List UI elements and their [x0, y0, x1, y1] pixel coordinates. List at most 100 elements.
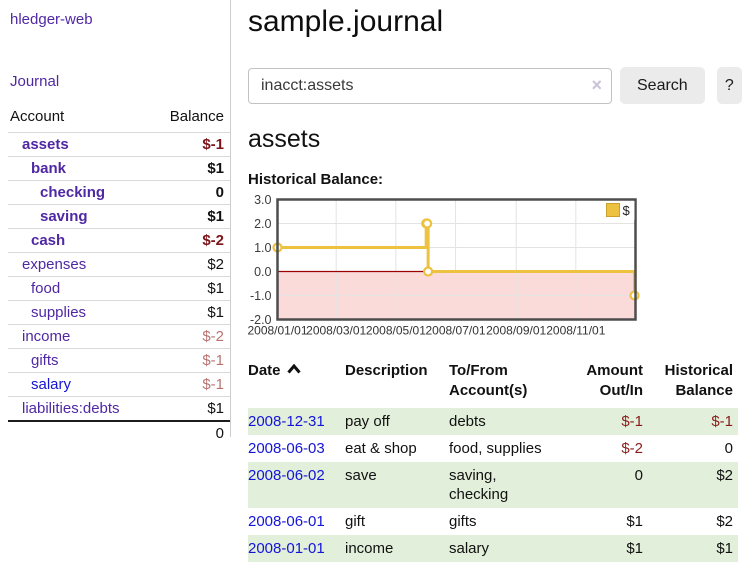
register-col-header-historical: Historical Balance [664, 362, 733, 399]
transaction-date-link[interactable]: 2008-06-01 [248, 513, 325, 530]
accounts-total-row: 0 [8, 420, 230, 445]
chart-xtick-label: 2008/07/01 [425, 324, 485, 338]
register-header-row: Date Description To/From Account(s) Amount … [248, 356, 738, 408]
chevron-up-icon [286, 362, 301, 379]
account-row: expenses $2 [8, 252, 230, 277]
account-balance: $-2 [150, 228, 230, 253]
register-amount: 0 [634, 467, 643, 484]
accounts-header-row: Account Balance [8, 106, 230, 133]
register-table-body: 2008-12-31 pay off debts $-1 $-1 2008-06-03 ea… [248, 408, 738, 562]
register-balance: $-1 [711, 413, 733, 430]
account-link[interactable]: supplies [31, 304, 87, 321]
account-balance: 0 [150, 180, 230, 205]
register-col-header-description: Description [345, 362, 428, 379]
register-balance: $2 [716, 513, 733, 530]
account-row: checking 0 [8, 180, 230, 205]
chart-ytick-label: -2.0 [250, 313, 272, 327]
legend-swatch-icon [606, 203, 620, 217]
app-brand-link[interactable]: hledger-web [10, 11, 93, 28]
accounts-col-balance: Balance [169, 108, 224, 125]
accounts-table: Account Balance assets $-1 bank $1 checking 0… [8, 106, 230, 445]
register-balance: $1 [716, 540, 733, 557]
clear-search-icon[interactable]: × [591, 74, 602, 95]
register-accounts: food, supplies [449, 440, 542, 457]
chart-xtick-label: 2008/11/01 [546, 324, 605, 338]
chart-marker [422, 218, 433, 229]
account-row: assets $-1 [8, 132, 230, 157]
chart-ytick-label: 0.0 [254, 265, 271, 279]
account-link[interactable]: bank [31, 160, 67, 177]
account-row: salary $-1 [8, 372, 230, 397]
chart-ytick-label: 3.0 [254, 193, 271, 207]
register-description: pay off [345, 413, 390, 430]
account-balance: $1 [150, 396, 230, 421]
account-balance: $1 [150, 300, 230, 325]
register-col-header-to-from: To/From Account(s) [449, 362, 528, 399]
register-col-header-date[interactable]: Date [248, 356, 345, 408]
account-row: gifts $-1 [8, 348, 230, 373]
account-row: cash $-2 [8, 228, 230, 253]
sidebar-item-journal[interactable]: Journal [10, 73, 60, 90]
account-link[interactable]: expenses [22, 256, 87, 273]
chart-title: Historical Balance: [248, 171, 384, 188]
chart-xtick-label: 2008/01/01 [247, 324, 307, 338]
register-description: save [345, 467, 377, 484]
account-row: food $1 [8, 276, 230, 301]
chart-xtick-label: 2008/09/01 [486, 324, 546, 338]
register-row: 2008-12-31 pay off debts $-1 $-1 [248, 408, 738, 435]
balance-chart: $3.0 2.0 1.0 0.0 -1.0 -2.02008/01/012008/03/0… [247, 193, 640, 338]
register-date: 2008-06-02 [248, 462, 345, 508]
accounts-table-body: assets $-1 bank $1 checking 0 saving $1 cash $-2 e… [8, 132, 230, 421]
account-link[interactable]: saving [40, 208, 88, 225]
search-button[interactable]: Search [620, 67, 705, 104]
register-row: 2008-06-01 gift gifts $1 $2 [248, 508, 738, 535]
account-link[interactable]: income [22, 328, 71, 345]
account-row: liabilities:debts $1 [8, 396, 230, 421]
register-balance: $2 [716, 467, 733, 484]
register-amount: $1 [626, 513, 643, 530]
register-table: Date Description To/From Account(s) Amount … [248, 356, 738, 562]
register-date: 2008-06-01 [248, 508, 345, 535]
sidebar: hledger-web Journal Account Balance asse… [0, 0, 230, 445]
account-balance: $-1 [150, 348, 230, 373]
search-input[interactable] [248, 67, 612, 104]
register-col-header-amount: Amount Out/In [586, 362, 643, 399]
account-link[interactable]: assets [22, 136, 69, 153]
transaction-date-link[interactable]: 2008-06-02 [248, 467, 325, 484]
account-link[interactable]: food [31, 280, 61, 297]
register-accounts: saving, checking [449, 467, 509, 503]
account-row: bank $1 [8, 156, 230, 181]
chart-marker [423, 266, 434, 277]
account-link[interactable]: gifts [31, 352, 59, 369]
transaction-date-link[interactable]: 2008-01-01 [248, 540, 325, 557]
main-panel: sample.journal × Search ? assets Histori… [247, 0, 742, 562]
register-date: 2008-12-31 [248, 408, 345, 435]
account-link[interactable]: cash [31, 232, 66, 249]
transaction-date-link[interactable]: 2008-06-03 [248, 440, 325, 457]
account-balance: $-1 [150, 372, 230, 397]
register-accounts: debts [449, 413, 486, 430]
register-date: 2008-01-01 [248, 535, 345, 562]
help-button[interactable]: ? [716, 67, 742, 104]
sidebar-divider [230, 0, 231, 437]
register-amount: $-1 [621, 413, 643, 430]
chart-xtick-label: 2008/05/01 [366, 324, 426, 338]
chart-border [276, 198, 637, 321]
transaction-date-link[interactable]: 2008-12-31 [248, 413, 325, 430]
account-heading: assets [248, 125, 321, 153]
register-date: 2008-06-03 [248, 435, 345, 462]
account-balance: $1 [150, 276, 230, 301]
account-link[interactable]: liabilities:debts [22, 400, 120, 417]
account-link[interactable]: checking [40, 184, 106, 201]
account-link[interactable]: salary [31, 376, 72, 393]
chart-ytick-label: 1.0 [254, 241, 271, 255]
account-row: income $-2 [8, 324, 230, 349]
chart-xtick-label: 2008/03/01 [306, 324, 366, 338]
account-balance: $-2 [150, 324, 230, 349]
accounts-col-account: Account [10, 108, 65, 125]
page-title: sample.journal [248, 5, 444, 38]
account-row: supplies $1 [8, 300, 230, 325]
register-row: 2008-06-02 save saving, checking 0 $2 [248, 462, 738, 508]
search-form: × Search ? [248, 67, 742, 104]
account-row: saving $1 [8, 204, 230, 229]
